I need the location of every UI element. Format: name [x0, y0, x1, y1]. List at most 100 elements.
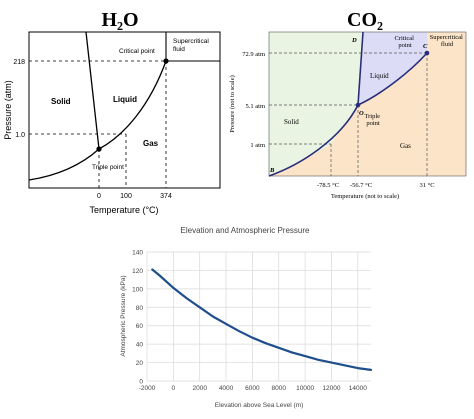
data-point: [357, 367, 359, 369]
h2o-supercritical-line-2: fluid: [173, 46, 185, 53]
co2-x-tick-31: 31 °C: [419, 182, 434, 189]
co2-y-tick-5-1: 5.1 atm: [246, 103, 266, 110]
co2-region-gas: Gas: [400, 142, 411, 150]
co2-liquid-region: [358, 32, 427, 105]
co2-xlabel: Temperature (not to scale): [331, 193, 399, 200]
h2o-vaporization-curve: [98, 60, 167, 150]
co2-point-b: B: [269, 167, 275, 174]
h2o-region-gas: Gas: [143, 139, 159, 148]
data-point: [172, 287, 174, 289]
x-tick-label: 6000: [245, 385, 260, 392]
data-point: [264, 342, 267, 344]
co2-title: CO₂: [347, 9, 383, 31]
chart-x-ticks: -2000 0 2000 4000 6000 8000 10000 12000 14000: [139, 385, 368, 392]
h2o-region-supercritical: Supercritical fluid: [173, 38, 211, 53]
data-point: [278, 347, 280, 349]
y-tick-label: 40: [136, 342, 144, 349]
h2o-region-liquid: Liquid: [113, 95, 137, 104]
data-point: [251, 337, 254, 339]
data-point: [370, 369, 372, 371]
h2o-y-tick-1: 1.0: [15, 132, 25, 139]
data-point: [159, 275, 161, 277]
h2o-x-tick-374: 374: [160, 193, 172, 200]
co2-plot-frame: [268, 31, 467, 177]
h2o-phase-diagram: H₂O Solid Liquid Gas Supercritical fluid…: [3, 9, 221, 215]
x-tick-label: 14000: [349, 385, 367, 392]
series-line-pressure: [151, 268, 373, 371]
co2-supercritical-region: [427, 32, 466, 53]
co2-region-solid: Solid: [284, 118, 299, 126]
chart-data-points: [151, 268, 372, 371]
h2o-critical-point-marker: [163, 58, 169, 64]
co2-triple-line-1: Triple: [364, 113, 380, 120]
h2o-x-tick-100: 100: [120, 193, 132, 200]
y-tick-label: 120: [132, 268, 143, 275]
co2-supercritical-line-1: Supercritical: [430, 34, 463, 41]
h2o-triple-point-label: Triple point: [92, 164, 124, 171]
x-tick-label: 0: [172, 385, 176, 392]
x-tick-label: 12000: [322, 385, 340, 392]
data-point: [199, 306, 201, 308]
h2o-title: H₂O: [101, 9, 138, 31]
data-point: [151, 268, 153, 271]
data-point: [317, 359, 319, 361]
co2-vaporization-curve: [357, 52, 428, 106]
data-point: [304, 355, 306, 357]
y-tick-label: 140: [132, 250, 143, 257]
co2-solid-region: [269, 32, 363, 176]
y-tick-label: 80: [136, 305, 144, 312]
co2-x-tick-minus-56-7: -56.7 °C: [350, 182, 372, 189]
co2-critical-point-label: Critical point: [394, 35, 415, 49]
data-point: [330, 361, 333, 364]
chart-y-ticks: 0 20 40 60 80 100 120 140: [132, 250, 143, 386]
h2o-triple-point-marker: [96, 146, 102, 152]
chart-xlabel: Elevation above Sea Level (m): [215, 402, 304, 409]
co2-critical-line-2: point: [398, 42, 412, 49]
data-point: [344, 364, 346, 366]
co2-gas-region: [269, 53, 466, 176]
co2-point-c: C: [423, 43, 428, 50]
x-tick-label: -2000: [139, 385, 156, 392]
h2o-xlabel: Temperature (°C): [89, 205, 158, 215]
co2-point-o: O: [359, 110, 364, 117]
co2-point-d: D: [351, 37, 357, 44]
h2o-region-solid: Solid: [51, 97, 71, 106]
x-tick-label: 4000: [219, 385, 234, 392]
chart-plot-area: [147, 252, 371, 381]
chart-ylabel: Atmospheric Pressure (kPa): [120, 275, 127, 356]
h2o-sublimation-curve: [28, 148, 100, 181]
y-tick-label: 100: [132, 286, 143, 293]
h2o-plot-frame: [28, 31, 221, 189]
h2o-supercritical-line-1: Supercritical: [173, 38, 209, 45]
h2o-x-tick-0: 0: [97, 193, 101, 200]
co2-sublimation-curve: [268, 104, 359, 177]
pressure-chart: Elevation and Atmospheric Pressure 0 20 40…: [120, 226, 373, 409]
h2o-fusion-curve: [85, 31, 100, 150]
x-tick-label: 10000: [296, 385, 314, 392]
co2-fusion-curve: [357, 31, 364, 106]
co2-ylabel: Pressure (not to scale): [229, 75, 236, 133]
co2-critical-point-marker: [424, 50, 430, 56]
data-point: [225, 323, 227, 325]
data-point: [238, 330, 240, 332]
co2-critical-line-1: Critical: [394, 35, 414, 42]
data-point: [291, 351, 293, 354]
co2-x-tick-minus-78-5: -78.5 °C: [317, 182, 339, 189]
co2-supercritical-line-2: fluid: [441, 41, 454, 48]
x-tick-label: 2000: [192, 385, 207, 392]
h2o-y-tick-218: 218: [13, 59, 25, 66]
h2o-ylabel: Pressure (atm): [3, 80, 13, 140]
y-tick-label: 0: [139, 379, 143, 386]
chart-title: Elevation and Atmospheric Pressure: [181, 226, 311, 235]
co2-triple-line-2: point: [366, 120, 380, 127]
co2-triple-point-marker: [355, 102, 361, 108]
co2-triple-point-label: Triple point: [364, 113, 381, 127]
co2-y-tick-1: 1 atm: [250, 142, 265, 149]
co2-region-liquid: Liquid: [370, 72, 389, 80]
x-tick-label: 8000: [272, 385, 287, 392]
y-tick-label: 20: [136, 360, 144, 367]
h2o-critical-point-label: Critical point: [119, 48, 155, 55]
co2-region-supercritical: Supercritical fluid: [430, 34, 465, 48]
y-tick-label: 60: [136, 323, 144, 330]
co2-phase-diagram: CO₂ B C D O Solid Liquid Gas Supercritic…: [229, 9, 467, 200]
